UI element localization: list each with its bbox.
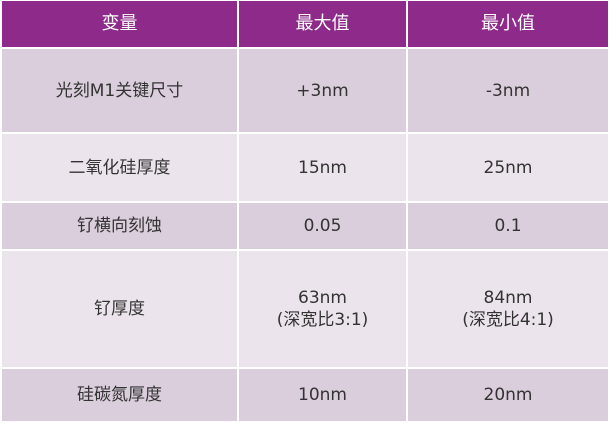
min-cell: 0.1 [408,203,608,249]
max-cell: 0.05 [239,203,406,249]
min-cell: 25nm [408,134,608,201]
max-value: 63nm [298,288,347,308]
variable-cell: 光刻M1关键尺寸 [2,49,237,132]
header-min: 最小值 [408,1,608,47]
table-row: 光刻M1关键尺寸 +3nm -3nm [2,49,608,132]
header-max: 最大值 [239,1,406,47]
min-value: 84nm [483,288,533,308]
max-cell: 15nm [239,134,406,201]
header-row: 变量 最大值 最小值 [2,1,608,47]
variable-cell: 钌横向刻蚀 [2,203,237,249]
max-cell: 63nm (深宽比3:1) [239,251,406,367]
table-row: 钌厚度 63nm (深宽比3:1) 84nm (深宽比4:1) [2,251,608,367]
min-note: (深宽比4:1) [462,310,554,330]
max-note: (深宽比3:1) [276,310,369,330]
table-row: 二氧化硅厚度 15nm 25nm [2,134,608,201]
max-cell: +3nm [239,49,406,132]
table-row: 钌横向刻蚀 0.05 0.1 [2,203,608,249]
variable-cell: 钌厚度 [2,251,237,367]
max-cell: 10nm [239,369,406,421]
variable-cell: 硅碳氮厚度 [2,369,237,421]
min-cell: 84nm (深宽比4:1) [408,251,608,367]
table-row: 硅碳氮厚度 10nm 20nm [2,369,608,421]
min-cell: -3nm [408,49,608,132]
variable-cell: 二氧化硅厚度 [2,134,237,201]
header-variable: 变量 [2,1,237,47]
min-cell: 20nm [408,369,608,421]
